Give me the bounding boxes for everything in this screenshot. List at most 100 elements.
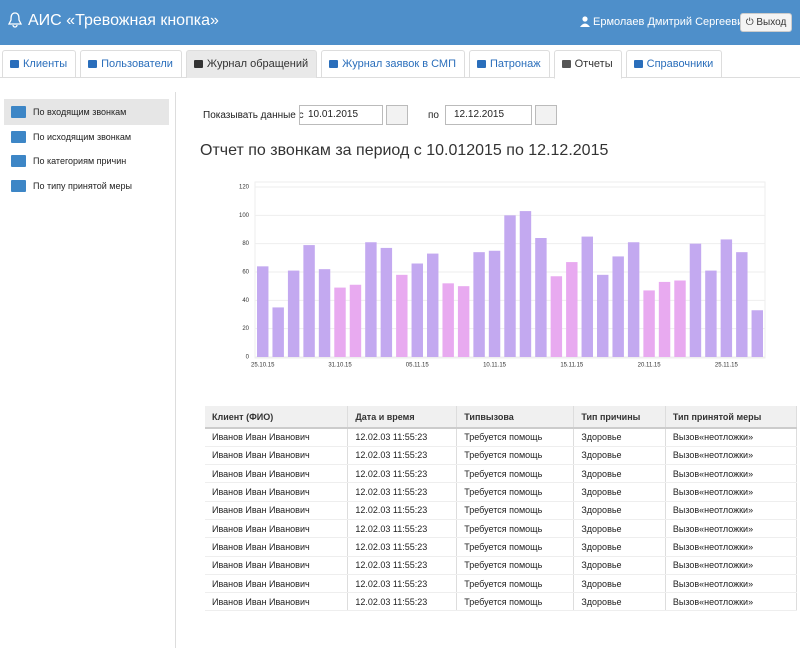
logout-button[interactable]: ⏻ Выход — [740, 13, 792, 32]
bar — [427, 253, 439, 357]
table-cell: Вызов«неотложки» — [665, 574, 798, 594]
table-cell: Требуется помощь — [456, 537, 575, 557]
table-cell: Требуется помощь — [456, 519, 575, 539]
tab[interactable]: Пользователи — [80, 50, 182, 78]
table-cell: 12.02.03 11:55:23 — [347, 574, 458, 594]
table: Клиент (ФИО) Дата и время Типвызова Тип при… — [205, 406, 798, 612]
table-cell: Требуется помощь — [456, 428, 575, 447]
bar — [287, 270, 300, 357]
sidebar-item[interactable]: По типу принятой меры — [4, 173, 169, 199]
bar — [272, 307, 284, 357]
table-cell: Здоровье — [573, 501, 666, 520]
sidebar-item[interactable]: По исходящим звонкам — [4, 124, 169, 150]
table-cell: Требуется помощь — [456, 501, 575, 520]
table-cell: Здоровье — [573, 446, 666, 466]
filter-label: Показывать данные с — [203, 110, 304, 121]
table-cell: Требуется помощь — [456, 464, 575, 484]
table-cell: Иванов Иван Иванович — [205, 501, 349, 520]
bar — [627, 242, 640, 357]
table-cell: 12.02.03 11:55:23 — [347, 446, 458, 466]
tab[interactable]: Патронаж — [468, 50, 550, 78]
table-cell: Иванов Иван Иванович — [205, 446, 349, 466]
calendar-button[interactable] — [386, 105, 408, 125]
sidebar-item[interactable]: По входящим звонкам — [4, 99, 169, 125]
table-cell: Вызов«неотложки» — [665, 446, 798, 466]
bar — [257, 266, 269, 357]
y-tick-label: 100 — [239, 213, 250, 219]
tab[interactable]: Клиенты — [2, 50, 77, 78]
table-row: Иванов Иван Иванович 12.02.03 11:55:23 Тре… — [205, 574, 798, 594]
tab[interactable]: Отчеты — [553, 50, 622, 79]
chart: 0 20 40 60 80 100 120 25.10.15 31.10.15 05.11.15 1… — [239, 181, 766, 369]
sidebar-item[interactable]: По категориям причин — [4, 148, 169, 174]
table-cell: 12.02.03 11:55:23 — [347, 501, 458, 520]
bar — [349, 284, 362, 357]
table-cell: Здоровье — [573, 519, 666, 539]
bar — [303, 245, 315, 357]
date-from[interactable]: 10.01.2015 — [299, 105, 383, 125]
y-tick-label: 120 — [239, 185, 250, 191]
table-cell: Требуется помощь — [456, 574, 575, 594]
tab[interactable]: Журнал заявок в СМП — [321, 50, 465, 78]
table-cell: Вызов«неотложки» — [665, 519, 798, 539]
column-header: Клиент (ФИО) — [205, 406, 349, 429]
column-header: Типвызова — [456, 406, 575, 429]
bar — [566, 262, 578, 357]
table-cell: Иванов Иван Иванович — [205, 574, 349, 594]
table-cell: Здоровье — [573, 592, 666, 612]
y-tick-label: 20 — [242, 326, 249, 332]
bar — [488, 250, 501, 357]
bar — [442, 283, 454, 357]
bar — [365, 242, 377, 357]
x-tick-label: 31.10.15 — [328, 363, 352, 369]
column-header: Дата и время — [347, 406, 458, 429]
bar — [612, 256, 624, 357]
table-cell: 12.02.03 11:55:23 — [347, 464, 458, 484]
plot-frame — [254, 181, 766, 359]
bar — [504, 215, 516, 357]
table-cell: Требуется помощь — [456, 556, 575, 575]
x-tick-label: 25.10.15 — [251, 363, 275, 369]
bar — [519, 211, 532, 357]
bar — [581, 236, 593, 357]
tab[interactable]: Журнал обращений — [185, 50, 318, 78]
bar — [736, 252, 748, 357]
table-cell: Вызов«неотложки» — [665, 592, 798, 612]
table-row: Иванов Иван Иванович 12.02.03 11:55:23 Тре… — [205, 592, 798, 612]
table-row: Иванов Иван Иванович 12.02.03 11:55:23 Тре… — [205, 482, 798, 502]
x-tick-label: 20.11.15 — [638, 363, 662, 369]
table-cell: Требуется помощь — [456, 446, 575, 466]
table-cell: 12.02.03 11:55:23 — [347, 428, 458, 447]
table-row: Иванов Иван Иванович 12.02.03 11:55:23 Тре… — [205, 556, 798, 575]
table-cell: Вызов«неотложки» — [665, 537, 798, 557]
bar — [535, 238, 547, 357]
table-row: Иванов Иван Иванович 12.02.03 11:55:23 Тре… — [205, 446, 798, 466]
logout-label: Выход — [756, 17, 787, 28]
bar — [597, 274, 609, 357]
column-header: Тип принятой меры — [665, 406, 798, 429]
table-cell: Требуется помощь — [456, 482, 575, 502]
tab[interactable]: Справочники — [625, 50, 723, 78]
bar — [751, 310, 763, 357]
table-cell: Здоровье — [573, 482, 666, 502]
user-name: Ермолаев Дмитрий Сергеевич — [593, 16, 750, 28]
table-cell: Вызов«неотложки» — [665, 428, 798, 447]
table-cell: Здоровье — [573, 537, 666, 557]
user-icon — [580, 16, 590, 27]
bar — [689, 243, 702, 357]
header: АИС «Тревожная кнопка» Ермолаев Дмитрий … — [0, 0, 800, 45]
bar — [658, 281, 671, 357]
report-title: Отчет по звонкам за период с 10.012015 п… — [200, 142, 609, 159]
filter-label: по — [428, 110, 439, 121]
bell-icon — [8, 12, 22, 28]
x-tick-label: 05.11.15 — [406, 363, 430, 369]
table-cell: Иванов Иван Иванович — [205, 519, 349, 539]
calendar-button[interactable] — [535, 105, 557, 125]
table-cell: Вызов«неотложки» — [665, 482, 798, 502]
table-cell: Здоровье — [573, 464, 666, 484]
bar — [380, 247, 393, 357]
table-cell: 12.02.03 11:55:23 — [347, 482, 458, 502]
bar — [457, 286, 470, 357]
date-to[interactable]: 12.12.2015 — [445, 105, 532, 125]
